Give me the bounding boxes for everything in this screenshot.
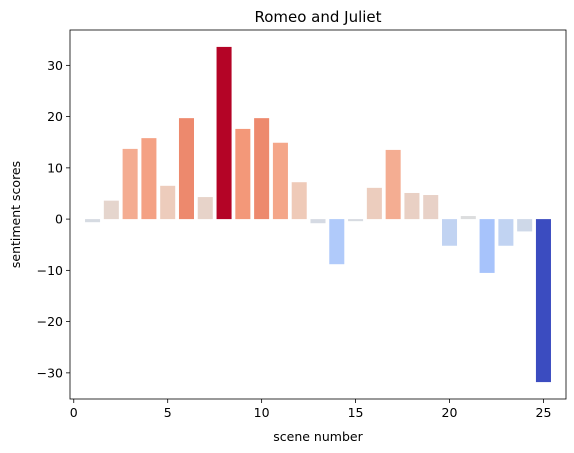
y-tick-label: 20	[47, 109, 63, 124]
x-tick-label: 20	[442, 405, 458, 420]
bar-scene-15	[348, 219, 364, 222]
bar-scene-10	[254, 118, 270, 220]
bar-scene-13	[310, 219, 326, 224]
y-tick-label: 30	[47, 58, 63, 73]
bar-scene-20	[442, 219, 458, 246]
bar-scene-23	[498, 219, 514, 246]
bar-scene-11	[272, 142, 288, 220]
bar-scene-1	[85, 219, 101, 223]
x-tick-label: 10	[254, 405, 270, 420]
y-tick-label: −20	[37, 314, 63, 329]
bar-scene-9	[235, 128, 251, 220]
bar-scene-22	[479, 219, 495, 273]
x-tick-label: 5	[164, 405, 172, 420]
bar-scene-18	[404, 192, 420, 220]
bar-scene-12	[291, 182, 307, 220]
x-tick-label: 15	[348, 405, 364, 420]
bar-scene-5	[160, 185, 176, 220]
bar-scene-24	[517, 219, 533, 232]
bar-scene-7	[197, 197, 213, 220]
y-tick-label: −30	[37, 365, 63, 380]
bar-scene-8	[216, 46, 232, 220]
bar-scene-21	[460, 216, 476, 220]
bar-scene-6	[178, 118, 194, 220]
y-tick-label: 0	[55, 212, 63, 227]
bar-scene-14	[329, 219, 345, 265]
x-axis-label: scene number	[273, 429, 363, 444]
x-axis-ticks: 0 5 10 15 20 25	[70, 399, 552, 420]
y-axis-label: sentiment scores	[8, 161, 23, 268]
bars-group	[85, 46, 551, 383]
x-tick-label: 0	[70, 405, 78, 420]
y-axis-ticks: −30 −20 −10 0 10 20 30	[37, 58, 70, 380]
bar-scene-3	[122, 148, 138, 220]
plot-frame	[69, 29, 567, 400]
y-tick-label: −10	[37, 263, 63, 278]
chart-title: Romeo and Juliet	[254, 8, 381, 26]
bar-scene-2	[103, 200, 119, 220]
x-tick-label: 25	[536, 405, 552, 420]
y-tick-label: 10	[47, 160, 63, 175]
bar-scene-17	[385, 149, 401, 220]
bar-scene-16	[366, 187, 382, 220]
bar-scene-19	[423, 195, 439, 220]
bar-scene-4	[141, 138, 157, 220]
bar-scene-25	[535, 219, 551, 383]
